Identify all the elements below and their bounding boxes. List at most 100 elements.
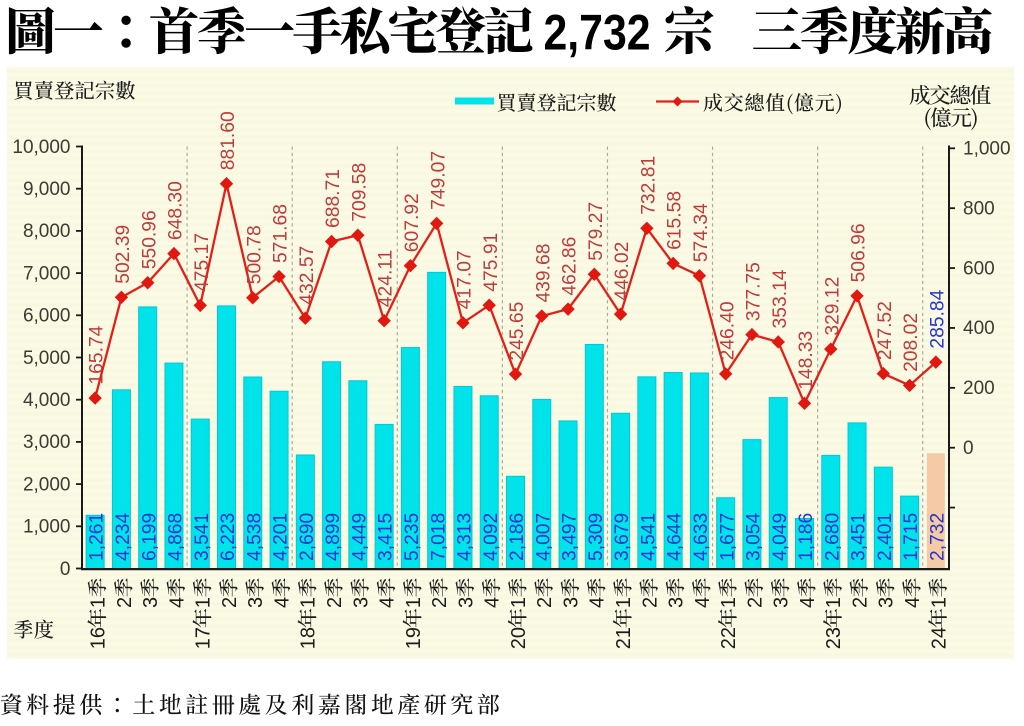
svg-text:4,449: 4,449 — [349, 513, 370, 561]
svg-text:246.40: 246.40 — [717, 301, 738, 360]
svg-text:3,451: 3,451 — [849, 513, 870, 561]
svg-text:4: 4 — [166, 597, 188, 608]
svg-text:3: 3 — [455, 597, 477, 608]
svg-text:1,000: 1,000 — [963, 139, 1011, 160]
svg-text:4,541: 4,541 — [638, 513, 659, 561]
svg-text:20: 20 — [508, 627, 530, 649]
svg-text:3: 3 — [245, 597, 267, 608]
svg-text:550.96: 550.96 — [139, 210, 160, 269]
svg-text:8,000: 8,000 — [23, 221, 71, 242]
svg-text:2: 2 — [219, 597, 241, 608]
svg-text:2: 2 — [744, 597, 766, 608]
svg-text:4,633: 4,633 — [691, 513, 712, 561]
svg-text:3,497: 3,497 — [560, 513, 581, 561]
svg-text:571.68: 571.68 — [271, 204, 292, 263]
svg-text:1,261: 1,261 — [87, 513, 108, 561]
svg-text:615.58: 615.58 — [665, 191, 686, 250]
svg-text:4: 4 — [377, 597, 399, 608]
svg-text:1: 1 — [823, 597, 845, 608]
svg-text:3,415: 3,415 — [376, 513, 397, 561]
svg-text:4,313: 4,313 — [455, 513, 476, 561]
svg-text:285.84: 285.84 — [927, 289, 948, 348]
svg-text:1: 1 — [508, 597, 530, 608]
svg-text:4: 4 — [271, 597, 293, 608]
svg-text:1: 1 — [718, 597, 740, 608]
svg-text:3,541: 3,541 — [192, 513, 213, 561]
svg-text:3,000: 3,000 — [23, 432, 71, 453]
svg-text:475.17: 475.17 — [192, 233, 213, 292]
svg-text:4,049: 4,049 — [770, 513, 791, 561]
svg-text:2,680: 2,680 — [822, 513, 843, 561]
svg-text:4,234: 4,234 — [113, 512, 134, 561]
svg-text:165.74: 165.74 — [87, 325, 108, 384]
svg-text:6,199: 6,199 — [139, 513, 160, 561]
svg-text:247.52: 247.52 — [875, 301, 896, 360]
svg-text:3: 3 — [560, 597, 582, 608]
svg-text:4,092: 4,092 — [481, 513, 502, 561]
svg-text:417.07: 417.07 — [455, 250, 476, 309]
svg-text:18: 18 — [298, 627, 320, 649]
svg-text:446.02: 446.02 — [612, 242, 633, 301]
svg-text:148.33: 148.33 — [796, 331, 817, 390]
svg-text:1,677: 1,677 — [717, 513, 738, 561]
svg-text:24: 24 — [928, 627, 950, 649]
svg-text:2: 2 — [849, 597, 871, 608]
svg-text:424.11: 424.11 — [376, 250, 397, 308]
svg-text:4,000: 4,000 — [23, 390, 71, 411]
svg-text:4,538: 4,538 — [244, 513, 265, 561]
svg-text:23: 23 — [823, 627, 845, 649]
svg-text:353.14: 353.14 — [770, 269, 791, 328]
svg-text:1: 1 — [88, 597, 110, 608]
svg-text:4,868: 4,868 — [166, 513, 187, 561]
svg-text:329.12: 329.12 — [822, 277, 843, 336]
svg-text:5,309: 5,309 — [586, 513, 607, 561]
svg-text:4,201: 4,201 — [271, 513, 292, 561]
svg-text:245.65: 245.65 — [507, 302, 528, 361]
svg-text:500.78: 500.78 — [244, 225, 265, 284]
svg-text:439.68: 439.68 — [533, 244, 554, 303]
svg-text:6,223: 6,223 — [218, 513, 239, 561]
svg-text:1,000: 1,000 — [23, 517, 71, 538]
svg-text:200: 200 — [963, 378, 995, 399]
svg-text:607.92: 607.92 — [402, 193, 423, 252]
svg-text:688.71: 688.71 — [323, 169, 344, 228]
svg-text:0: 0 — [60, 559, 71, 580]
svg-text:6,000: 6,000 — [23, 306, 71, 327]
svg-text:1: 1 — [298, 597, 320, 608]
svg-text:881.60: 881.60 — [218, 111, 239, 170]
svg-text:2,186: 2,186 — [507, 513, 528, 561]
svg-text:2,732: 2,732 — [544, 4, 651, 61]
svg-text:579.27: 579.27 — [586, 202, 607, 261]
svg-text:1: 1 — [613, 597, 635, 608]
svg-text:3,054: 3,054 — [744, 512, 765, 561]
svg-text:3,679: 3,679 — [612, 513, 633, 561]
svg-text:7,018: 7,018 — [428, 513, 449, 561]
svg-text:9,000: 9,000 — [23, 179, 71, 200]
svg-text:4: 4 — [692, 597, 714, 608]
svg-text:5,000: 5,000 — [23, 348, 71, 369]
svg-text:21: 21 — [613, 627, 635, 649]
svg-text:2: 2 — [324, 597, 346, 608]
svg-text:400: 400 — [963, 318, 995, 339]
svg-text:4: 4 — [797, 597, 819, 608]
svg-text:3: 3 — [140, 597, 162, 608]
svg-text:574.34: 574.34 — [691, 203, 712, 262]
svg-text:3: 3 — [876, 597, 898, 608]
svg-text:475.91: 475.91 — [481, 233, 502, 292]
svg-text:4,007: 4,007 — [533, 513, 554, 561]
svg-text:502.39: 502.39 — [113, 225, 134, 284]
svg-text:0: 0 — [963, 438, 974, 459]
svg-text:4,644: 4,644 — [665, 512, 686, 561]
svg-text:2,690: 2,690 — [297, 513, 318, 561]
svg-text:2,000: 2,000 — [23, 474, 71, 495]
svg-text:3: 3 — [350, 597, 372, 608]
svg-text:648.30: 648.30 — [166, 181, 187, 240]
svg-text:2: 2 — [639, 597, 661, 608]
svg-text:17: 17 — [193, 627, 215, 649]
svg-text:2: 2 — [534, 597, 556, 608]
svg-text:462.86: 462.86 — [560, 237, 581, 296]
svg-text:1: 1 — [193, 597, 215, 608]
svg-text:4: 4 — [902, 597, 924, 608]
svg-text:3: 3 — [666, 597, 688, 608]
svg-text:3: 3 — [771, 597, 793, 608]
